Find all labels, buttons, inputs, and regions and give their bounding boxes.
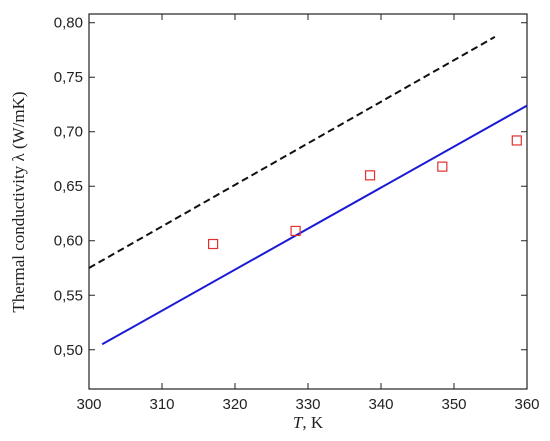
y-tick-label: 0,55	[54, 287, 83, 304]
y-tick-label: 0,50	[54, 342, 83, 359]
y-axis-label: Thermal conductivity λ (W/mK)	[9, 91, 28, 312]
y-tick-label: 0,65	[54, 178, 83, 195]
y-tick-label: 0,80	[54, 15, 83, 32]
x-label-unit: , K	[302, 413, 324, 432]
data-point	[364, 170, 376, 181]
x-label-var: T	[293, 413, 304, 432]
x-tick-label: 340	[368, 396, 393, 413]
data-point	[511, 135, 522, 146]
data-point	[290, 225, 301, 237]
x-tick-label: 360	[514, 396, 539, 413]
x-tick-label: 300	[76, 396, 101, 413]
x-tick-label: 350	[441, 396, 466, 413]
y-tick-label: 0,60	[54, 233, 83, 250]
y-tick-label: 0,75	[54, 69, 83, 86]
y-tick-label: 0,70	[54, 124, 83, 141]
x-tick-label: 330	[295, 396, 320, 413]
fit-line	[88, 36, 496, 269]
data-point	[437, 161, 448, 172]
plot-frame	[88, 13, 528, 390]
x-tick-label: 320	[222, 396, 247, 413]
x-axis-label: T, K	[293, 413, 324, 432]
fit-line	[101, 104, 528, 346]
data-point	[208, 238, 219, 250]
x-tick-label: 310	[149, 396, 174, 413]
